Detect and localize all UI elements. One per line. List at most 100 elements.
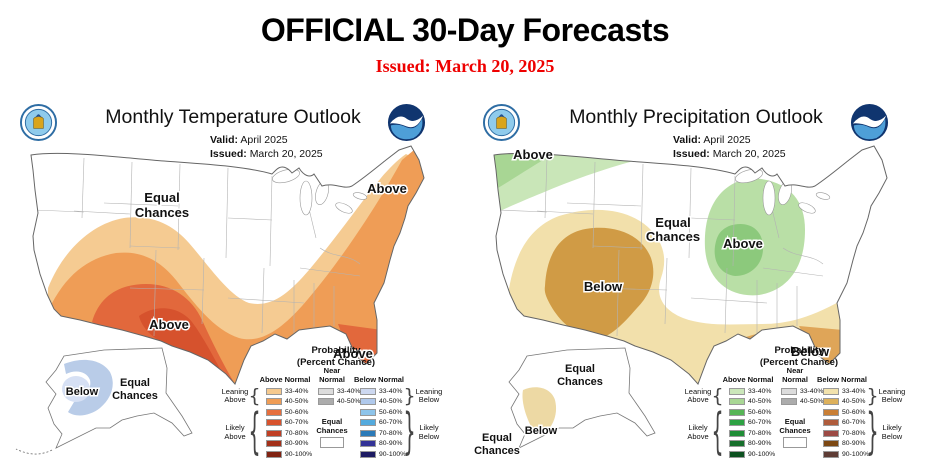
page-title: OFFICIAL 30-Day Forecasts [260,12,670,48]
legend-percent-label: 40-50% [748,398,772,405]
precip-above-midwest-inner [714,224,764,276]
label-above-south: Above [149,317,189,332]
equal-chances-chip [783,436,807,448]
legend-percent-label: 60-70% [379,419,403,426]
valid-value: April 2025 [240,134,288,146]
legend-percent-label: 80-90% [379,440,403,447]
legend-chip-row: 80-90% [722,438,774,449]
legend-percent-label: 90-100% [842,450,870,458]
legend-chip-row: 90-100% [353,449,406,460]
alaska-outline [45,347,193,449]
legend-color-chip [729,398,745,405]
precipitation-map: Above Equal Chances Above Below Below Eq… [473,145,888,459]
legend-chip-row: 40-50% [311,396,360,407]
legend-equal-chances: Equal Chances [311,407,353,460]
legend-color-chip [266,429,282,437]
legend-color-chip [823,387,839,395]
legend-likely-above: Likely Above [224,423,246,441]
legend-likely-above: Likely Above [687,423,709,441]
legend-color-chip [266,450,282,458]
map-title: Monthly Temperature Outlook [105,106,361,128]
legend-chip-row: 80-90% [816,438,868,449]
label-alaska-below: Below [66,386,99,398]
legend-brace: } [866,404,879,462]
legend-chip-row: 70-80% [722,428,774,439]
legend-col-near: Near Normal [782,366,808,384]
alaska-outline [508,347,656,449]
legend-grid: Above Normal Near Normal Below Normal 33-40… [220,367,446,462]
noaa-logo-icon [850,103,889,142]
legend-title: Probability [774,345,824,356]
label-alaska-below: Below [525,425,558,437]
legend-chip-row: 33-40% [311,386,360,397]
legend-chip-row: 40-50% [259,396,311,407]
legend-color-chip [823,419,839,426]
us-outline [30,145,425,385]
legend-percent-label: 50-60% [842,408,866,416]
temp-above-florida [338,324,382,368]
label-above-florida: Above [333,346,373,361]
legend-color-chip [781,387,797,395]
legend-percent-label: 50-60% [379,408,403,416]
legend-chip-row: 60-70% [722,417,774,428]
legend-likely-below: Likely Below [418,423,440,441]
legend-color-chip [823,398,839,405]
legend-chip-row: 33-40% [816,386,868,397]
label-alaska-equal: Equal [565,363,595,375]
legend-percent-label: 90-100% [748,450,776,458]
legend-color-chip [823,450,839,458]
map-title: Monthly Precipitation Outlook [569,106,823,128]
legend-color-chip [266,440,282,447]
legend-color-chip [823,440,839,447]
legend-chip-row: 33-40% [259,386,311,397]
legend-chip-row: 80-90% [259,438,311,449]
legend-col-near: Near Normal [319,366,345,384]
equal-chances-chip [320,436,344,448]
legend-col-above: Above Normal [259,374,311,384]
legend-color-chip [266,398,282,405]
legend-percent-label: 70-80% [842,429,866,437]
legend-color-chip [729,429,745,437]
legend-leaning-above: Leaning Above [684,386,712,405]
legend-leaning-below: Leaning Below [415,386,443,405]
alaska-inset [15,347,193,455]
label-alaska-sw-equal: Chances [474,445,520,457]
legend-chip-row: 50-60% [353,407,405,418]
precipitation-outlook-panel: Monthly Precipitation Outlook Valid: Apr… [467,98,925,464]
temperature-map: Equal Chances Above Above Above Below Eq… [15,145,425,455]
legend-chip-row: 40-50% [774,396,823,407]
legend-chip-row: 33-40% [353,386,405,397]
label-above-northeast: Above [367,181,407,196]
state-lines [33,157,361,337]
map-valid-issued: Valid: April 2025 Issued: March 20, 2025 [673,134,786,161]
legend-chip-row: 80-90% [353,438,405,449]
legend-brace: } [403,385,416,408]
legend-color-chip [729,450,745,458]
legend-percent-label: 70-80% [379,429,403,437]
legend-color-chip [360,429,376,437]
label-equal-chances: Chances [135,205,189,220]
legend-percent-label: 33-40% [800,387,824,395]
legend-leaning-above: Leaning Above [221,386,249,405]
precip-below-southwest-inner [544,227,654,339]
legend-percent-label: 70-80% [748,429,772,437]
legend-brace: } [866,385,879,408]
label-alaska-equal: Chances [112,390,158,402]
aleutian-islands [15,448,53,455]
alaska-below-inner [62,376,90,402]
legend-color-chip [266,408,282,416]
legend-chip-row: 33-40% [722,386,774,397]
alaska-inset [478,347,656,455]
label-equal-chances: Equal [655,215,690,230]
legend-percent-label: 40-50% [800,398,824,405]
legend-chip-row: 50-60% [722,407,774,418]
legend-color-chip [823,429,839,437]
legend-chip-row: 33-40% [774,386,823,397]
label-equal-chances: Chances [646,229,700,244]
legend-color-chip [729,408,745,416]
legend-color-chip [360,440,376,447]
legend-chip-row: 90-100% [816,449,870,460]
probability-legend: Probability (Percent Chance) Above Norma… [683,345,909,462]
equal-chances-label: Equal Chances [316,417,348,435]
legend-percent-label: 80-90% [748,440,772,447]
